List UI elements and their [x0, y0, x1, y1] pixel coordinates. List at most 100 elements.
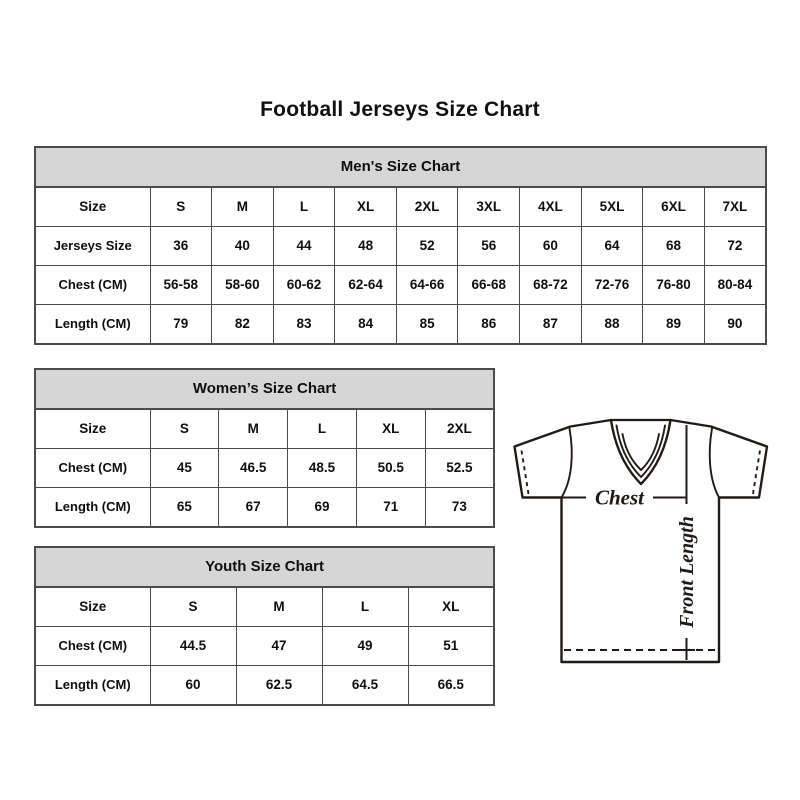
- table-header-row: Size S M L XL: [34, 586, 495, 627]
- table-row: Length (CM) 60 62.5 64.5 66.5: [34, 665, 495, 706]
- column-header-s: S: [149, 186, 213, 227]
- column-header-xl: XL: [407, 586, 495, 627]
- column-header-xl: XL: [334, 186, 397, 227]
- cell: 52.5: [424, 448, 495, 488]
- table-caption-row: Youth Size Chart: [34, 546, 495, 588]
- cell: 71: [355, 487, 426, 528]
- cell: 51: [407, 626, 495, 666]
- cell: 49: [321, 626, 409, 666]
- cell: 68-72: [519, 265, 582, 305]
- cell: 48.5: [287, 448, 357, 488]
- column-header-size: Size: [34, 586, 151, 627]
- column-header-l: L: [287, 408, 357, 449]
- column-header-3xl: 3XL: [457, 186, 521, 227]
- row-label: Length (CM): [34, 665, 151, 706]
- cell: 85: [395, 304, 459, 345]
- cell: 52: [395, 226, 459, 266]
- cell: 66.5: [407, 665, 495, 706]
- table-header-row: Size S M L XL 2XL 3XL 4XL 5XL 6XL 7XL: [34, 186, 767, 227]
- row-label: Chest (CM): [34, 265, 151, 305]
- jersey-measurement-diagram: Chest Front Length: [498, 398, 788, 690]
- column-header-2xl: 2XL: [395, 186, 459, 227]
- front-length-label: Front Length: [676, 516, 698, 629]
- cell: 83: [272, 304, 336, 345]
- cell: 64: [580, 226, 644, 266]
- cell: 72-76: [580, 265, 644, 305]
- cell: 76-80: [642, 265, 705, 305]
- table-row: Length (CM) 79 82 83 84 85 86 87 88 89 9…: [34, 304, 767, 345]
- cell: 65: [149, 487, 220, 528]
- cell: 82: [211, 304, 274, 345]
- column-header-4xl: 4XL: [519, 186, 582, 227]
- cell: 46.5: [218, 448, 289, 488]
- page-title: Football Jerseys Size Chart: [260, 98, 540, 121]
- cell: 47: [235, 626, 323, 666]
- column-header-6xl: 6XL: [642, 186, 705, 227]
- table-header-row: Size S M L XL 2XL: [34, 408, 495, 449]
- mens-table-caption: Men's Size Chart: [34, 146, 767, 188]
- collar-inner-band-icon: [615, 424, 666, 479]
- column-header-m: M: [218, 408, 289, 449]
- cell: 67: [218, 487, 289, 528]
- cell: 80-84: [703, 265, 767, 305]
- cell: 64.5: [321, 665, 409, 706]
- table-row: Length (CM) 65 67 69 71 73: [34, 487, 495, 528]
- row-label: Chest (CM): [34, 448, 151, 488]
- right-armhole-seam: [708, 427, 720, 499]
- cell: 69: [287, 487, 357, 528]
- column-header-l: L: [272, 186, 336, 227]
- cell: 56: [457, 226, 521, 266]
- cell: 44: [272, 226, 336, 266]
- mens-size-table: Men's Size Chart Size S M L XL 2XL 3XL 4…: [34, 146, 768, 345]
- cell: 79: [149, 304, 213, 345]
- column-header-7xl: 7XL: [703, 186, 767, 227]
- cell: 45: [149, 448, 220, 488]
- cell: 64-66: [395, 265, 459, 305]
- youth-size-table: Youth Size Chart Size S M L XL Chest (CM…: [34, 546, 496, 706]
- cell: 72: [703, 226, 767, 266]
- cell: 66-68: [457, 265, 521, 305]
- cell: 44.5: [149, 626, 237, 666]
- cell: 90: [703, 304, 767, 345]
- cell: 60-62: [272, 265, 336, 305]
- row-label: Length (CM): [34, 304, 151, 345]
- column-header-5xl: 5XL: [580, 186, 644, 227]
- left-armhole-seam: [560, 427, 573, 499]
- column-header-xl: XL: [355, 408, 426, 449]
- column-header-s: S: [149, 586, 237, 627]
- column-header-m: M: [235, 586, 323, 627]
- cell: 68: [642, 226, 705, 266]
- womens-size-table: Women’s Size Chart Size S M L XL 2XL Che…: [34, 368, 496, 528]
- row-label: Chest (CM): [34, 626, 151, 666]
- cell: 62.5: [235, 665, 323, 706]
- table-row: Jerseys Size 36 40 44 48 52 56 60 64 68 …: [34, 226, 767, 266]
- cell: 87: [519, 304, 582, 345]
- table-caption-row: Men's Size Chart: [34, 146, 767, 188]
- cell: 84: [334, 304, 397, 345]
- cell: 48: [334, 226, 397, 266]
- cell: 50.5: [355, 448, 426, 488]
- row-label: Jerseys Size: [34, 226, 151, 266]
- cell: 62-64: [334, 265, 397, 305]
- cell: 88: [580, 304, 644, 345]
- column-header-m: M: [211, 186, 274, 227]
- table-row: Chest (CM) 45 46.5 48.5 50.5 52.5: [34, 448, 495, 488]
- chest-label: Chest: [595, 486, 645, 510]
- womens-table-caption: Women’s Size Chart: [34, 368, 495, 410]
- cell: 86: [457, 304, 521, 345]
- cell: 73: [424, 487, 495, 528]
- cell: 56-58: [149, 265, 213, 305]
- youth-table-caption: Youth Size Chart: [34, 546, 495, 588]
- cell: 58-60: [211, 265, 274, 305]
- column-header-size: Size: [34, 408, 151, 449]
- row-label: Length (CM): [34, 487, 151, 528]
- cell: 36: [149, 226, 213, 266]
- jersey-body-outline: [513, 418, 769, 664]
- cell: 60: [149, 665, 237, 706]
- table-caption-row: Women’s Size Chart: [34, 368, 495, 410]
- column-header-2xl: 2XL: [424, 408, 495, 449]
- cell: 40: [211, 226, 274, 266]
- column-header-size: Size: [34, 186, 151, 227]
- cell: 60: [519, 226, 582, 266]
